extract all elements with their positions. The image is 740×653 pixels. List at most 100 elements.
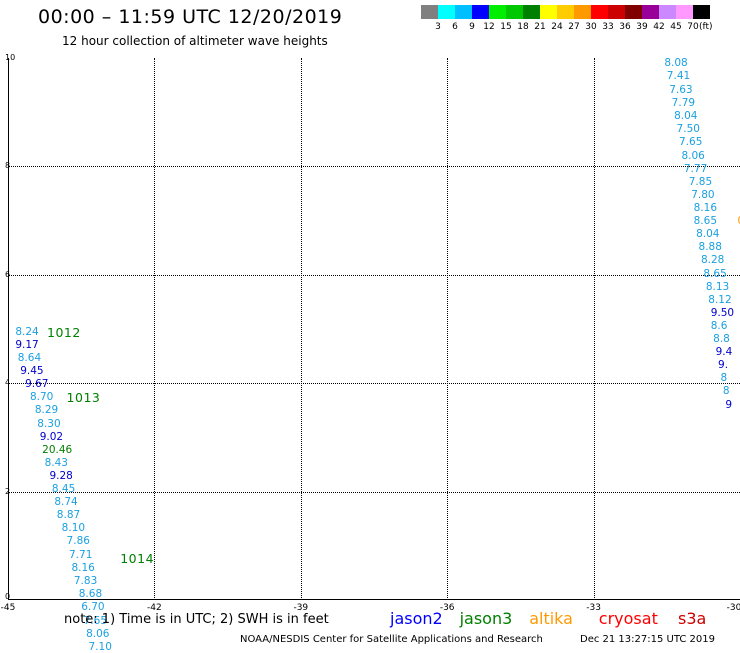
wave-height-value: 7.65 <box>679 136 703 148</box>
wave-height-value: 8.16 <box>693 201 718 214</box>
wave-height-value: 8.10 <box>61 522 86 535</box>
legend-label: 33 <box>602 22 614 32</box>
legend-swatch <box>676 5 693 19</box>
wave-height-value: 8.45 <box>51 483 76 496</box>
wave-height-value: 0 <box>738 215 740 227</box>
wave-height-value: 8 <box>722 385 730 398</box>
wave-height-value: 6.70 <box>81 601 105 614</box>
pressure-label: 1014 <box>120 551 155 567</box>
wave-height-value: 8.06 <box>86 627 110 640</box>
legend-swatch <box>506 5 523 19</box>
legend-label: 36 <box>619 22 631 32</box>
legend-swatch <box>608 5 625 19</box>
y-tick-label: 6 <box>5 269 11 279</box>
wave-height-value: 9.45 <box>20 365 44 378</box>
wave-height-value: 8.28 <box>700 254 725 267</box>
satellite-name: altika <box>529 609 573 628</box>
wave-height-value: 9.28 <box>49 469 73 482</box>
pressure-label: 1012 <box>47 324 81 340</box>
legend-swatch <box>659 5 676 19</box>
x-tick-label: -30 <box>726 603 740 613</box>
footer-note: note: 1) Time is in UTC; 2) SWH is in fe… <box>64 612 329 627</box>
wave-height-value: 20.46 <box>42 443 73 456</box>
wave-height-value: 8.13 <box>705 280 730 293</box>
legend-swatch <box>693 5 710 19</box>
legend-swatch <box>574 5 591 19</box>
wave-height-value: 7.10 <box>88 640 112 653</box>
wave-height-value: 8.30 <box>37 417 61 430</box>
legend-label: 9 <box>469 22 475 32</box>
grid-line-horizontal <box>8 491 740 493</box>
satellite-name: s3a <box>678 609 707 628</box>
wave-height-value: 7.77 <box>683 162 708 175</box>
legend-swatch <box>557 5 574 19</box>
pressure-label: 1013 <box>66 389 101 405</box>
wave-height-value: 8.04 <box>674 109 698 122</box>
page-subtitle: 12 hour collection of altimeter wave hei… <box>62 34 328 48</box>
legend-swatch <box>472 5 489 19</box>
legend-swatch <box>421 5 438 19</box>
legend-label: 42 <box>653 22 665 32</box>
legend-label: 70 <box>687 22 699 32</box>
legend-label: 24 <box>551 22 563 32</box>
wave-height-value: 8 <box>720 372 728 385</box>
wave-height-value: 8.70 <box>29 391 54 404</box>
wave-height-value: 7.85 <box>688 175 713 188</box>
wave-height-value: 8.87 <box>56 509 81 522</box>
wave-height-value: 9.17 <box>15 338 39 351</box>
satellite-name: cryosat <box>598 609 658 628</box>
legend-label: 3 <box>435 22 441 32</box>
footer-timestamp: Dec 21 13:27:15 UTC 2019 <box>580 634 715 645</box>
grid-line-horizontal <box>8 383 740 385</box>
wave-height-value: 7.41 <box>666 70 691 83</box>
wave-height-value: 8.08 <box>664 57 688 70</box>
legend-unit: (ft) <box>699 22 713 32</box>
x-tick-label: -33 <box>586 603 601 613</box>
wave-height-value: 8.74 <box>54 496 78 509</box>
wave-height-value: 9 <box>725 398 733 411</box>
x-tick-label: -36 <box>439 603 455 613</box>
legend-label: 30 <box>585 22 597 32</box>
legend-swatch <box>625 5 642 19</box>
grid-line-horizontal <box>8 274 740 276</box>
legend-label: 15 <box>500 22 512 32</box>
wave-height-value: 8.12 <box>708 293 732 306</box>
grid-line-vertical <box>154 58 156 600</box>
wave-height-value: 8.6 <box>710 319 728 332</box>
wave-height-value: 8.65 <box>693 215 718 228</box>
x-tick-label: -39 <box>293 603 309 613</box>
wave-height-value: 8.29 <box>34 404 59 417</box>
wave-height-value: 7.63 <box>669 83 693 96</box>
wave-height-value: 8.06 <box>681 149 705 162</box>
legend-swatch <box>438 5 455 19</box>
wave-height-value: 7.79 <box>671 96 696 109</box>
wave-height-value: 8.8 <box>713 333 730 346</box>
footer-credit: NOAA/NESDIS Center for Satellite Applica… <box>240 634 543 645</box>
x-axis-line <box>8 599 740 600</box>
map-plot: 8.24 9.17 8.64 9.45 9.67 8.70 8.29 8.30 9.02 20.4… <box>8 57 740 653</box>
legend-label: 39 <box>636 22 648 32</box>
legend-label: 27 <box>568 22 580 32</box>
satellite-name: jason2 <box>390 609 443 628</box>
wave-height-value: 8.65 <box>703 267 727 280</box>
y-tick-label: 4 <box>5 378 11 388</box>
wave-height-value: 7.71 <box>69 549 93 561</box>
wave-height-value: 9.67 <box>25 378 49 391</box>
y-tick-label: 10 <box>5 53 16 62</box>
wave-height-value: 9.4 <box>715 346 733 359</box>
wave-height-value: 8.64 <box>17 352 42 365</box>
wave-height-value: 8.43 <box>44 456 68 469</box>
y-axis-line <box>8 58 9 600</box>
x-tick-label: -42 <box>147 603 162 613</box>
grid-line-vertical <box>447 58 449 600</box>
wave-height-value: 7.65 <box>83 614 108 627</box>
wave-height-value: 8.88 <box>698 241 722 254</box>
wave-height-value: 8.68 <box>78 588 103 601</box>
wave-height-value: 7.80 <box>691 188 715 201</box>
satellite-name: jason3 <box>459 609 513 628</box>
legend-label: 21 <box>534 22 546 32</box>
legend-swatch <box>591 5 608 19</box>
wave-height-value: 8.04 <box>696 228 720 241</box>
legend-label: 6 <box>452 22 458 32</box>
wave-height-value: 7.83 <box>73 575 98 588</box>
